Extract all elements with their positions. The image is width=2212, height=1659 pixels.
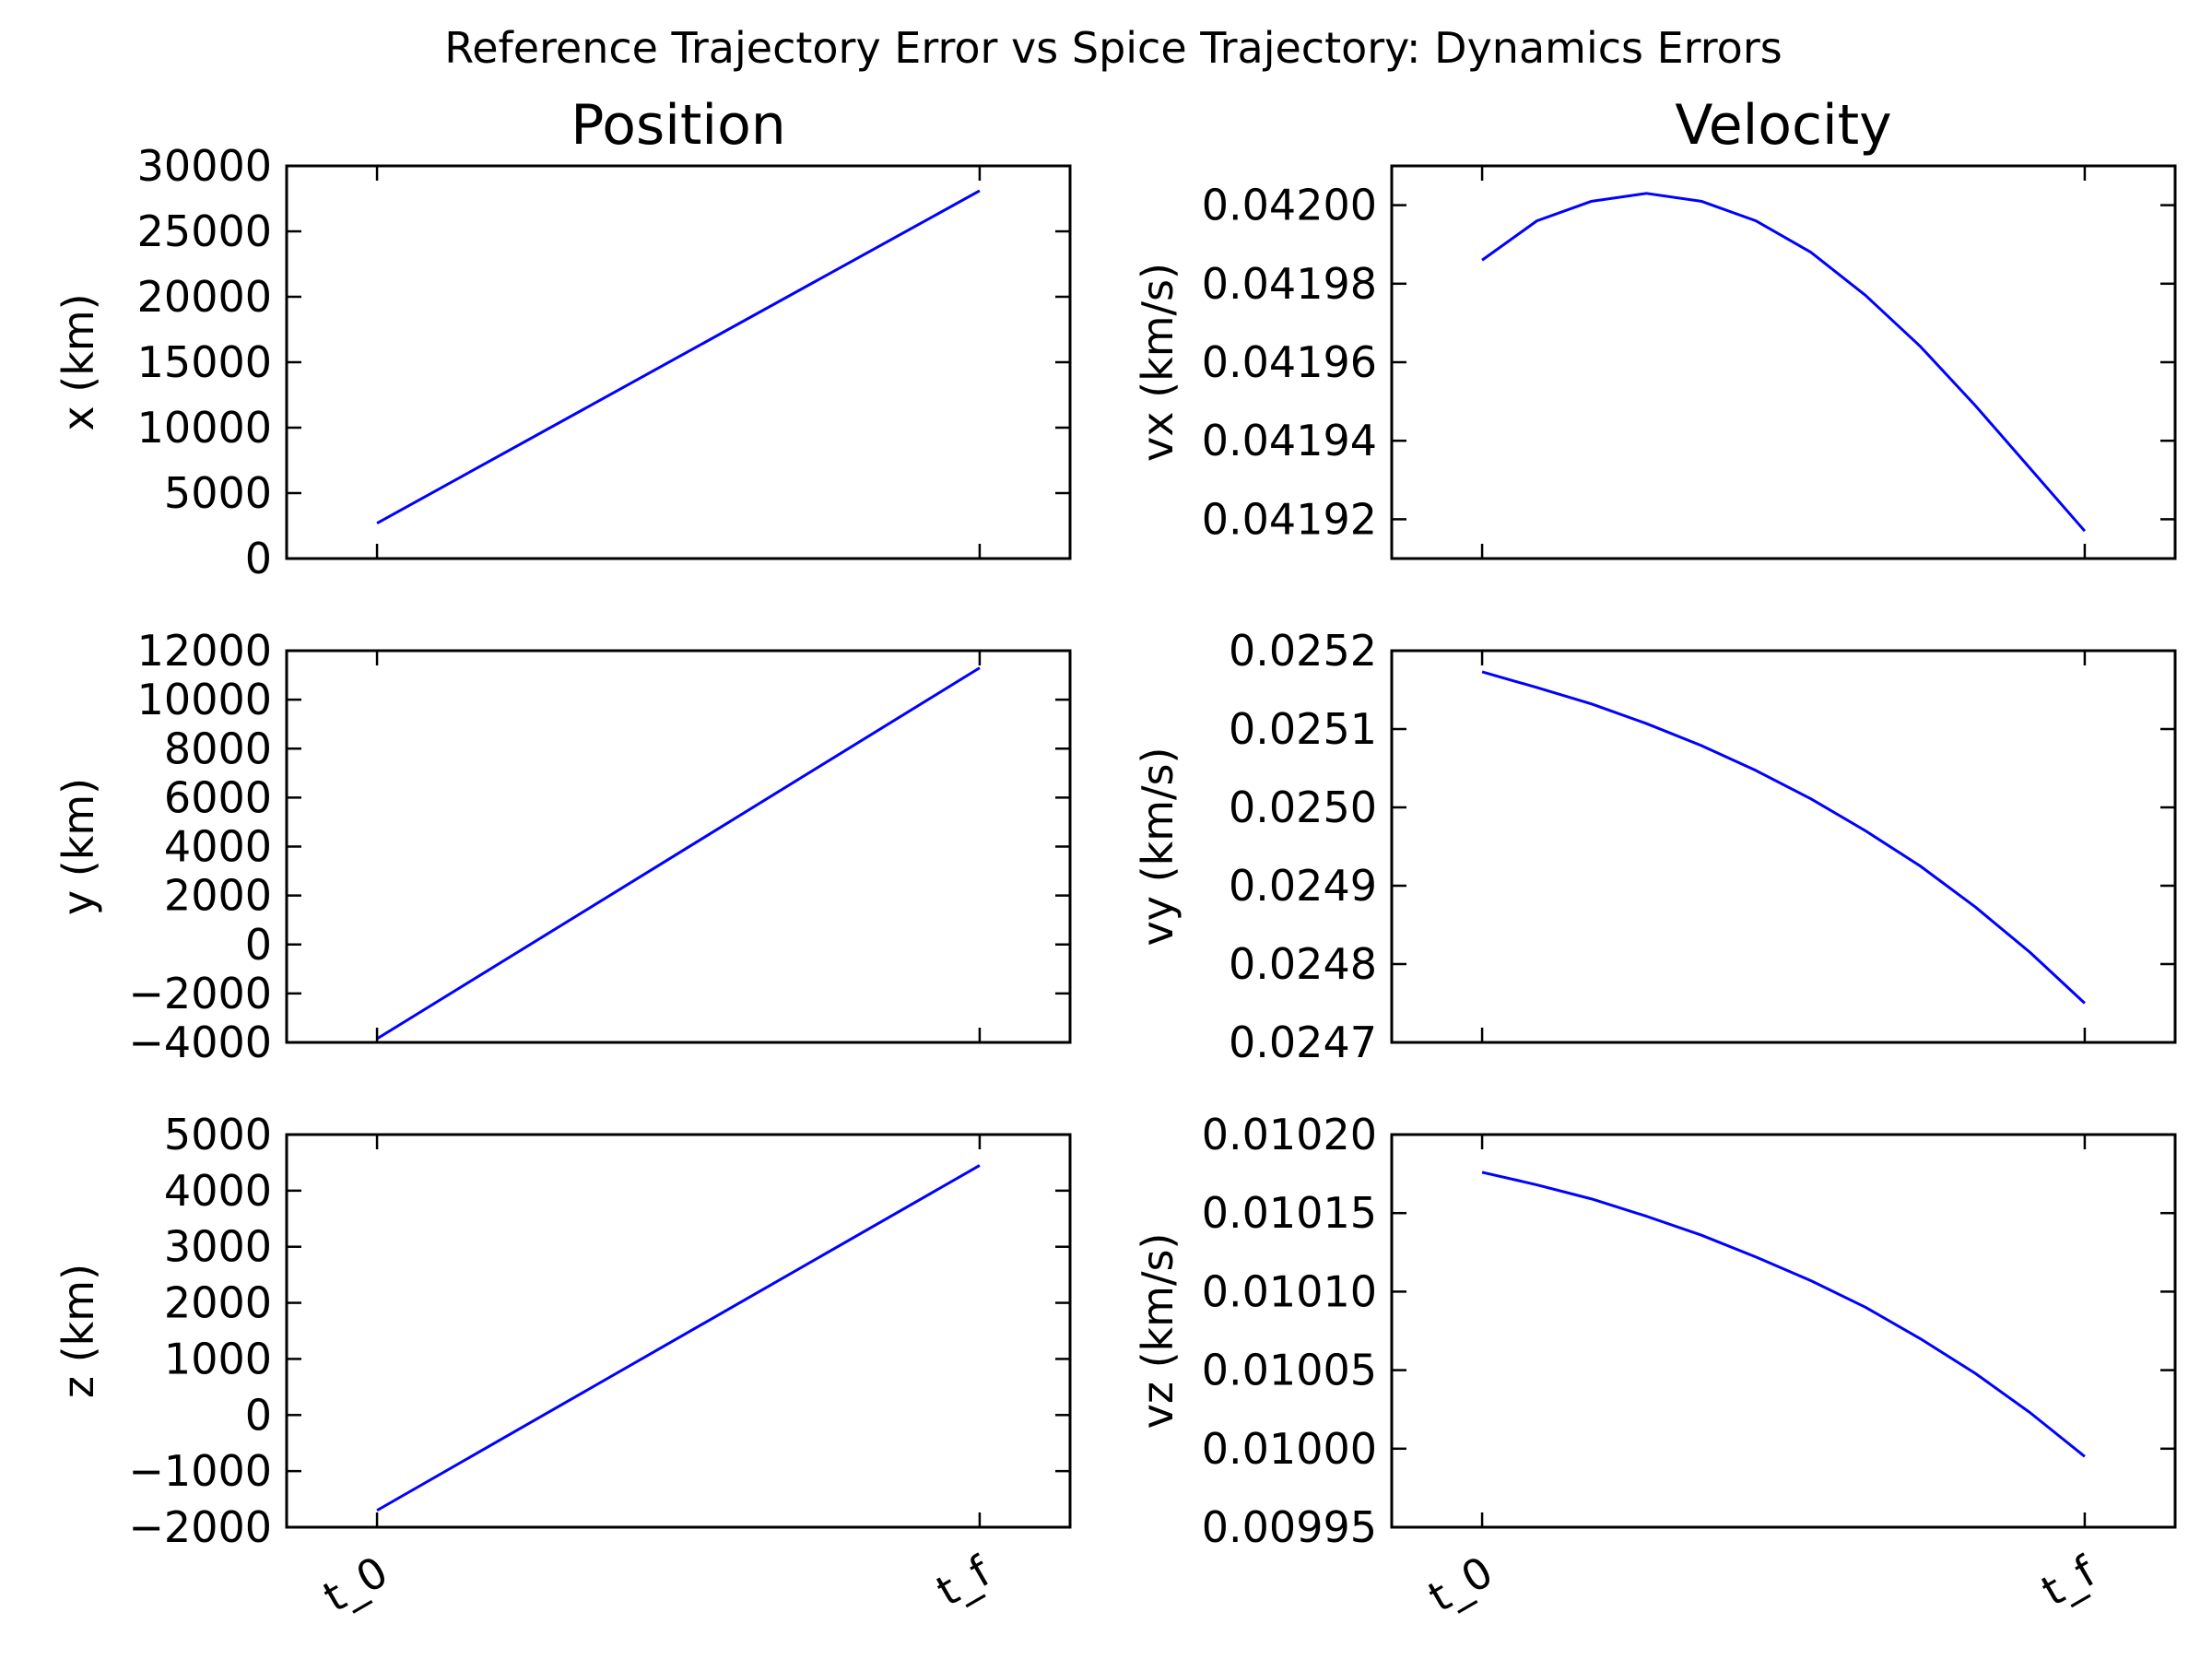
subplot-vz: 0.00995 0.01000 0.01005 0.01010 0.01015 0.010…	[1133, 1110, 2177, 1622]
y-tick-label-vz: 0.01020	[1202, 1110, 1377, 1159]
y-tick-label-z: 5000	[164, 1110, 272, 1159]
axes-frame-x	[285, 164, 1072, 560]
subplot-x: 0 5000 10000 15000 20000 25000 30000 x (km) Posi…	[53, 93, 1072, 583]
y-tick-label-vx: 0.04196	[1202, 337, 1377, 387]
y-axis-label-vz: vz (km/s)	[1133, 1233, 1182, 1430]
subplot-vy: 0.0247 0.0248 0.0249 0.0250 0.0251 0.0252 vy (…	[1133, 626, 2177, 1067]
subplot-vx: 0.04192 0.04194 0.04196 0.04198 0.04200 vx (k…	[1133, 93, 2177, 560]
subplot-z: −2000 −1000 0 1000 2000 3000 4000 5000 t_0 t_f z (…	[53, 1110, 1072, 1622]
y-tick-label-x: 10000	[137, 403, 272, 453]
y-tick-label-vy: 0.0250	[1229, 782, 1377, 832]
y-tick-label-x: 5000	[164, 468, 272, 518]
y-tick-label-z: 0	[245, 1390, 272, 1440]
series-line-vy	[1481, 670, 2086, 1005]
y-tick-label-x: 25000	[137, 206, 272, 256]
axes-frame-z	[285, 1133, 1072, 1529]
y-tick-label-y: 4000	[164, 822, 272, 872]
y-axis-label-y: y (km)	[53, 778, 103, 915]
series-line-vx	[1481, 192, 2087, 533]
y-tick-label-vz: 0.01015	[1202, 1188, 1377, 1238]
y-tick-label-z: 2000	[164, 1278, 272, 1328]
y-tick-label-vz: 0.01005	[1202, 1346, 1377, 1395]
y-tick-label-vy: 0.0252	[1229, 626, 1377, 676]
y-tick-label-vy: 0.0251	[1229, 704, 1377, 754]
x-tick-label-vz: t_0	[1420, 1547, 1501, 1622]
y-tick-label-y: 12000	[137, 626, 272, 676]
series-line-y	[376, 666, 981, 1041]
y-tick-label-vz: 0.00995	[1202, 1502, 1377, 1552]
y-tick-label-vy: 0.0249	[1229, 861, 1377, 911]
subplot-title-vx: Velocity	[1675, 93, 1891, 158]
y-tick-label-vy: 0.0247	[1229, 1018, 1377, 1067]
y-tick-label-vz: 0.01010	[1202, 1266, 1377, 1316]
y-tick-label-x: 30000	[137, 141, 272, 191]
series-line-z	[376, 1164, 981, 1512]
y-tick-label-y: 0	[245, 920, 272, 970]
series-line-vz	[1481, 1171, 2086, 1458]
y-tick-label-z: −2000	[128, 1502, 272, 1552]
y-tick-label-vy: 0.0248	[1229, 939, 1377, 989]
y-tick-label-z: −1000	[128, 1446, 272, 1496]
y-tick-label-z: 1000	[164, 1334, 272, 1383]
y-tick-label-vx: 0.04192	[1202, 494, 1377, 544]
x-tick-label-z: t_f	[928, 1546, 1000, 1616]
y-tick-label-z: 4000	[164, 1166, 272, 1216]
series-line-x	[376, 189, 981, 524]
y-tick-label-y: 8000	[164, 724, 272, 773]
y-tick-label-y: −2000	[128, 969, 272, 1018]
y-tick-label-vz: 0.01000	[1202, 1424, 1377, 1474]
subplot-title-x: Position	[571, 93, 786, 158]
y-tick-label-x: 0	[245, 534, 272, 583]
y-tick-label-z: 3000	[164, 1222, 272, 1272]
y-tick-label-vx: 0.04200	[1202, 181, 1377, 230]
x-tick-label-vz: t_f	[2033, 1546, 2105, 1616]
y-axis-label-vy: vy (km/s)	[1133, 747, 1182, 947]
x-tick-label-z: t_0	[315, 1547, 396, 1622]
axes-frame-vz	[1390, 1133, 2177, 1529]
y-tick-label-x: 15000	[137, 337, 272, 387]
y-axis-label-z: z (km)	[53, 1264, 103, 1398]
y-axis-label-vx: vx (km/s)	[1133, 263, 1182, 462]
figure-suptitle: Reference Trajectory Error vs Spice Traj…	[444, 23, 1782, 73]
y-tick-label-y: 6000	[164, 772, 272, 822]
y-tick-label-y: −4000	[128, 1018, 272, 1067]
y-tick-label-vx: 0.04198	[1202, 259, 1377, 309]
y-tick-label-y: 2000	[164, 871, 272, 921]
y-tick-label-x: 20000	[137, 272, 272, 322]
y-axis-label-x: x (km)	[53, 293, 103, 430]
y-tick-label-vx: 0.04194	[1202, 416, 1377, 465]
axes-frame-y	[285, 649, 1072, 1044]
axes-frame-vy	[1390, 649, 2177, 1044]
y-tick-label-y: 10000	[137, 675, 272, 724]
